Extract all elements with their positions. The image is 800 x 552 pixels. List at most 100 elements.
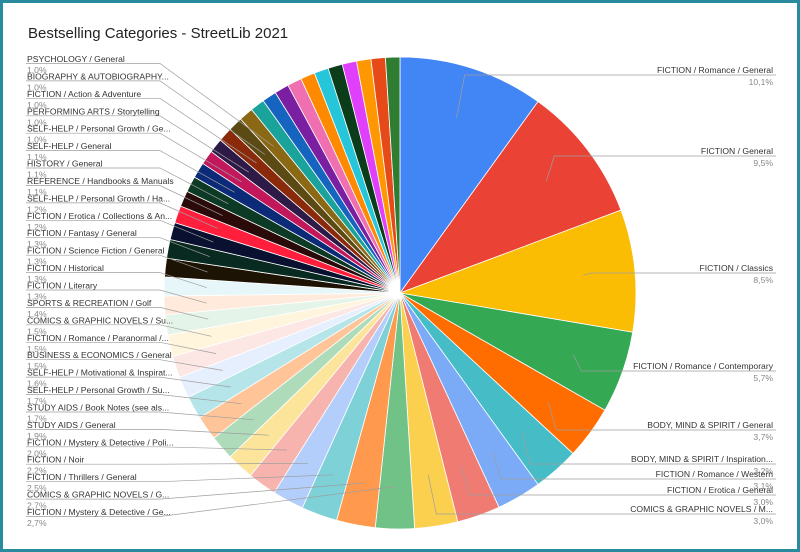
- slice-label-6: FICTION / Romance / Western: [656, 469, 774, 479]
- slice-pct-30: 1,1%: [27, 152, 47, 162]
- leader-line-23: [26, 272, 207, 288]
- slice-label-5: BODY, MIND & SPIRIT / Inspiration...: [631, 454, 773, 464]
- slice-label-9: FICTION / Mystery & Detective / Ge...: [27, 507, 171, 517]
- leader-lines: [26, 63, 776, 517]
- slice-pct-34: 1,0%: [27, 82, 47, 92]
- leader-line-10: [26, 482, 364, 500]
- slice-label-23: FICTION / Historical: [27, 263, 104, 273]
- slice-label-7: FICTION / Erotica / General: [667, 485, 773, 495]
- slice-label-12: FICTION / Noir: [27, 455, 84, 465]
- slice-label-2: FICTION / Classics: [699, 263, 773, 273]
- slice-pct-22: 1,3%: [27, 292, 47, 302]
- leader-line-4: [547, 401, 776, 431]
- slice-pct-25: 1,3%: [27, 239, 47, 249]
- leader-line-1: [545, 155, 776, 182]
- leader-line-29: [26, 167, 229, 205]
- slice-pct-24: 1,3%: [27, 257, 47, 267]
- slice-pct-11: 2,5%: [27, 483, 47, 493]
- slice-label-25: FICTION / Fantasy / General: [27, 228, 137, 238]
- slice-labels: FICTION / Romance / General 10,1% FICTION …: [27, 54, 774, 528]
- slice-pct-18: 1,5%: [27, 361, 47, 371]
- leader-line-26: [26, 219, 214, 243]
- slice-pct-13: 2,0%: [27, 448, 47, 458]
- slice-pct-6: 3,1%: [753, 481, 773, 491]
- leader-line-15: [26, 411, 254, 421]
- leader-line-5: [521, 430, 776, 465]
- leader-line-22: [26, 289, 207, 304]
- leader-line-2: [583, 272, 776, 276]
- slice-label-0: FICTION / Romance / General: [657, 65, 773, 75]
- leader-line-11: [26, 474, 334, 483]
- slice-pct-21: 1,4%: [27, 309, 47, 319]
- leader-line-25: [26, 237, 211, 258]
- slice-label-3: FICTION / Romance / Contemporary: [633, 361, 774, 371]
- slice-label-20: COMICS & GRAPHIC NOVELS / Su...: [27, 315, 173, 325]
- leader-line-21: [26, 307, 209, 320]
- leader-line-0: [456, 74, 776, 118]
- slice-label-13: FICTION / Mystery & Detective / Poli...: [27, 437, 174, 447]
- slice-label-8: COMICS & GRAPHIC NOVELS / M...: [630, 504, 773, 514]
- pie-slices: [163, 56, 637, 530]
- slice-pct-4: 3,7%: [753, 432, 773, 442]
- slice-label-11: FICTION / Thrillers / General: [27, 472, 137, 482]
- slice-label-14: STUDY AIDS / General: [27, 420, 116, 430]
- slice-label-1: FICTION / General: [701, 146, 773, 156]
- slice-label-35: PSYCHOLOGY / General: [27, 54, 125, 64]
- leader-line-7: [461, 466, 776, 496]
- slice-label-33: FICTION / Action & Adventure: [27, 89, 141, 99]
- pie-slice-46: [384, 56, 401, 294]
- pie-slice-0: [399, 56, 539, 295]
- leader-line-20: [26, 324, 212, 337]
- slice-pct-8: 3,0%: [753, 516, 773, 526]
- slice-label-24: FICTION / Science Fiction / General: [27, 246, 165, 256]
- leader-line-16: [26, 394, 242, 405]
- slice-label-34: BIOGRAPHY & AUTOBIOGRAPHY...: [27, 71, 169, 81]
- slice-label-31: SELF-HELP / Personal Growth / Ge...: [27, 124, 171, 134]
- slice-pct-16: 1,7%: [27, 396, 47, 406]
- slice-label-28: REFERENCE / Handbooks & Manuals: [27, 176, 174, 186]
- slice-pct-0: 10,1%: [749, 77, 774, 87]
- leader-line-19: [26, 341, 217, 354]
- leader-line-17: [26, 376, 231, 388]
- slice-label-15: STUDY AIDS / Book Notes (see als...: [27, 403, 169, 413]
- slice-pct-5: 3,2%: [753, 466, 773, 476]
- slice-pct-1: 9,5%: [753, 158, 773, 168]
- chart-title: Bestselling Categories - StreetLib 2021: [28, 25, 288, 42]
- slice-pct-23: 1,3%: [27, 274, 47, 284]
- leader-line-35: [26, 63, 274, 147]
- slice-pct-12: 2,2%: [27, 466, 47, 476]
- slice-label-22: FICTION / Literary: [27, 281, 98, 291]
- leader-line-13: [26, 446, 287, 451]
- leader-line-31: [26, 132, 242, 183]
- slice-label-27: SELF-HELP / Personal Growth / Ha...: [27, 193, 170, 203]
- leader-line-12: [26, 462, 309, 465]
- slice-pct-32: 1,0%: [27, 117, 47, 127]
- slice-pct-35: 1,0%: [27, 65, 47, 75]
- pie-slice-2: [398, 209, 637, 333]
- leader-line-27: [26, 202, 218, 229]
- leader-line-33: [26, 97, 257, 164]
- slice-pct-15: 1,7%: [27, 414, 47, 424]
- slice-pct-31: 1,0%: [27, 135, 47, 145]
- slice-pct-2: 8,5%: [753, 275, 773, 285]
- slice-pct-3: 5,7%: [753, 373, 773, 383]
- slice-label-4: BODY, MIND & SPIRIT / General: [647, 420, 773, 430]
- slice-pct-29: 1,1%: [27, 170, 47, 180]
- slice-label-21: SPORTS & RECREATION / Golf: [27, 298, 152, 308]
- slice-pct-28: 1,1%: [27, 187, 47, 197]
- leader-line-28: [26, 185, 223, 216]
- leader-line-34: [26, 80, 266, 155]
- leader-line-14: [26, 429, 269, 436]
- slice-label-19: FICTION / Romance / Paranormal /...: [27, 333, 169, 343]
- slice-pct-17: 1,6%: [27, 379, 47, 389]
- slice-label-26: FICTION / Erotica / Collections & An...: [27, 211, 172, 221]
- slice-label-10: COMICS & GRAPHIC NOVELS / G...: [27, 490, 169, 500]
- slice-pct-9: 2,7%: [27, 518, 47, 528]
- slice-pct-14: 1,9%: [27, 431, 47, 441]
- slice-label-17: SELF-HELP / Motivational & Inspirat...: [27, 368, 173, 378]
- slice-label-18: BUSINESS & ECONOMICS / General: [27, 350, 172, 360]
- slice-label-30: SELF-HELP / General: [27, 141, 111, 151]
- slice-pct-27: 1,2%: [27, 204, 47, 214]
- leader-line-30: [26, 150, 235, 193]
